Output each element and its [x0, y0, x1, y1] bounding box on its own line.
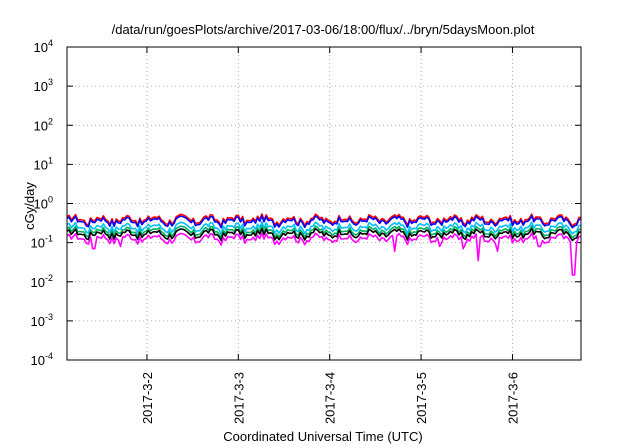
y-tick-label: 104 — [34, 38, 53, 55]
x-axis-label: Coordinated Universal Time (UTC) — [223, 429, 422, 444]
series-line-5 — [66, 227, 582, 242]
y-tick-label: 101 — [34, 155, 53, 172]
grid — [67, 47, 581, 360]
y-axis: 10-4 10-3 10-2 10-1 100 101 102 103 104 — [31, 38, 581, 368]
y-tick-label: 103 — [34, 77, 53, 94]
y-tick-label: 102 — [34, 116, 53, 133]
x-tick-label: 2017-3-6 — [505, 372, 520, 424]
x-tick-label: 2017-3-2 — [140, 372, 155, 424]
y-tick-label: 10-4 — [31, 351, 53, 368]
plot-frame — [66, 46, 582, 361]
series-line-3 — [66, 221, 582, 235]
x-axis: 2017-3-2 2017-3-3 2017-3-4 2017-3-5 2017-3-6 — [140, 47, 520, 424]
y-tick-label: 10-1 — [31, 234, 53, 251]
series-line-2 — [66, 215, 582, 229]
x-tick-label: 2017-3-3 — [231, 372, 246, 424]
series-line-4 — [66, 225, 582, 239]
y-tick-label: 10-3 — [31, 312, 53, 329]
series-group — [66, 213, 582, 276]
x-tick-label: 2017-3-5 — [414, 372, 429, 424]
chart-title: /data/run/goesPlots/archive/2017-03-06/1… — [112, 22, 535, 37]
y-tick-label: 10-2 — [31, 273, 53, 290]
series-line-1 — [66, 213, 582, 227]
y-tick-label: 100 — [34, 195, 53, 212]
series-line-6 — [66, 232, 582, 276]
y-axis-label: cGy/day — [22, 182, 37, 230]
x-tick-label: 2017-3-4 — [323, 372, 338, 424]
